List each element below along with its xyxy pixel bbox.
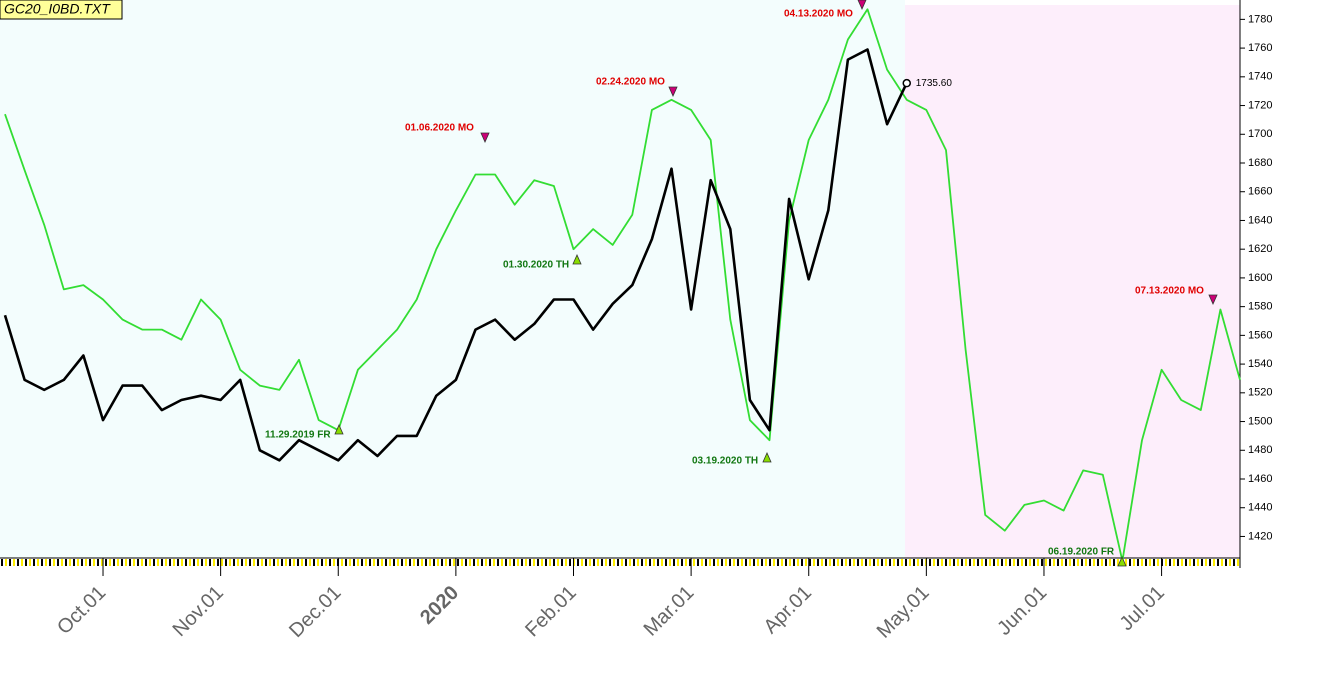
y-tick-label: 1420: [1248, 530, 1272, 542]
y-tick-label: 1700: [1248, 128, 1272, 140]
annotation-label: 02.24.2020 MO: [596, 77, 665, 88]
y-tick-label: 1460: [1248, 473, 1272, 485]
title-box: [0, 0, 123, 20]
y-tick-label: 1740: [1248, 71, 1272, 83]
y-tick-label: 1440: [1248, 502, 1272, 514]
future-background: [905, 5, 1240, 558]
y-tick-label: 1580: [1248, 301, 1272, 313]
y-tick-label: 1760: [1248, 42, 1272, 54]
x-tick-label: Nov.01: [169, 582, 228, 641]
y-tick-label: 1480: [1248, 444, 1272, 456]
annotation-label: 01.06.2020 MO: [405, 123, 474, 134]
chart-title: GC20_I0BD.TXT: [4, 1, 111, 17]
last-price-marker: [902, 78, 911, 88]
x-tick-label: Mar.01: [640, 582, 699, 641]
y-tick-label: 1660: [1248, 186, 1272, 198]
top-marker: [857, 0, 867, 10]
bottom-marker: [762, 452, 772, 463]
series-line: [3, 48, 908, 462]
x-tick-label: Feb.01: [521, 582, 581, 642]
y-tick-label: 1620: [1248, 243, 1272, 255]
y-tick-label: 1720: [1248, 99, 1272, 111]
annotation-label: 01.30.2020 TH: [503, 260, 569, 271]
y-tick-label: 1520: [1248, 387, 1272, 399]
y-tick-label: 1640: [1248, 214, 1272, 226]
annotation-label: 11.29.2019 FR: [265, 430, 331, 441]
annotation-label: 04.13.2020 MO: [784, 9, 853, 20]
y-tick-label: 1560: [1248, 329, 1272, 341]
x-tick-label: Apr.01: [760, 582, 816, 638]
history-background: [0, 0, 905, 558]
annotation-label: 06.19.2020 FR: [1048, 547, 1115, 558]
bottom-marker: [572, 254, 582, 265]
x-tick-label: Jun.01: [993, 582, 1051, 640]
bottom-marker: [334, 424, 344, 435]
top-marker: [668, 86, 678, 97]
x-tick-label: Dec.01: [285, 582, 345, 642]
last-price-label: 1735.60: [916, 78, 953, 89]
y-tick-label: 1780: [1248, 13, 1272, 25]
y-tick-label: 1500: [1248, 415, 1272, 427]
y-tick-label: 1680: [1248, 157, 1272, 169]
x-tick-label: May.01: [873, 582, 934, 643]
x-tick-label: Jul.01: [1116, 582, 1169, 635]
annotation-label: 03.19.2020 TH: [692, 456, 758, 467]
y-tick-label: 1540: [1248, 358, 1272, 370]
y-tick-label: 1600: [1248, 272, 1272, 284]
bottom-marker: [1117, 556, 1127, 567]
x-tick-label: 2020: [416, 582, 463, 629]
top-marker: [480, 132, 490, 143]
x-tick-label: Oct.01: [53, 582, 110, 639]
series-line: [4, 8, 1241, 562]
top-marker: [1208, 294, 1218, 305]
annotation-label: 07.13.2020 MO: [1135, 286, 1204, 297]
